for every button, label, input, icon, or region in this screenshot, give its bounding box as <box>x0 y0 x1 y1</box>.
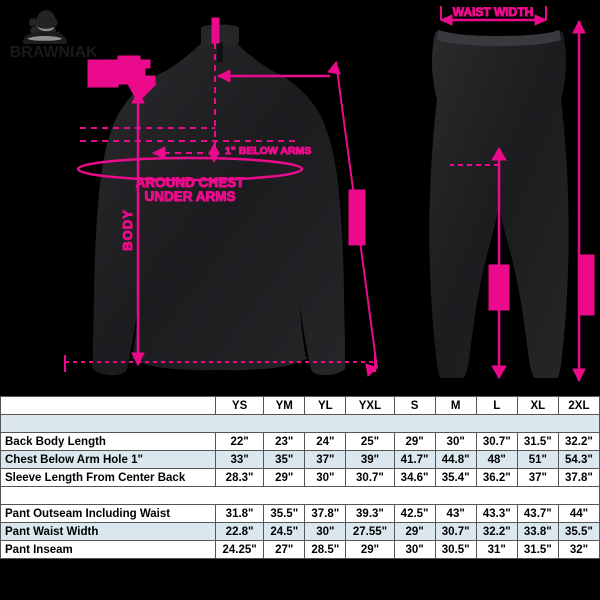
svg-text:WAIST WIDTH: WAIST WIDTH <box>453 5 534 19</box>
svg-text:UNDER ARMS: UNDER ARMS <box>145 189 236 204</box>
svg-text:AROUND CHEST: AROUND CHEST <box>136 175 246 190</box>
svg-text:BODY: BODY <box>120 209 135 251</box>
svg-text:BRAWNIAK: BRAWNIAK <box>10 44 98 61</box>
svg-text:1" BELOW ARMS: 1" BELOW ARMS <box>225 145 311 157</box>
